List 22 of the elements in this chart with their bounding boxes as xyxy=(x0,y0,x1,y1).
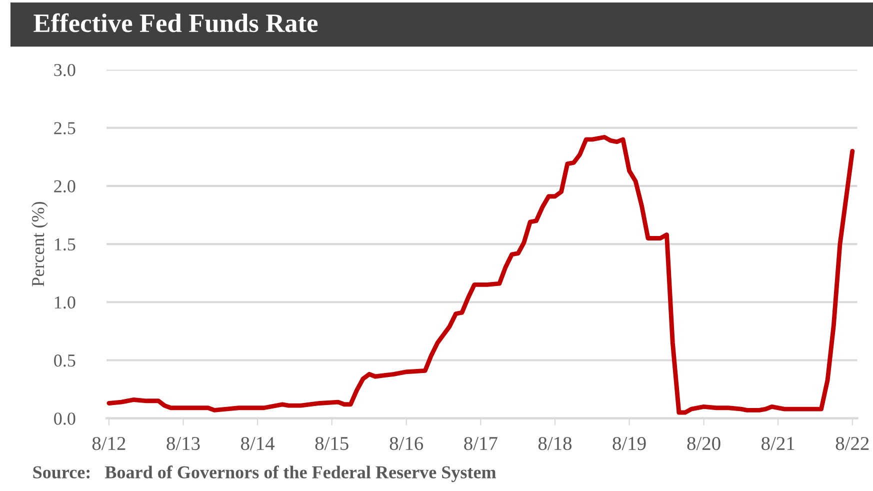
chart-title: Effective Fed Funds Rate xyxy=(34,13,318,32)
x-tick-label: 8/19 xyxy=(612,436,646,450)
x-tick-label: 8/20 xyxy=(687,436,720,450)
x-tick-label: 8/12 xyxy=(92,436,126,450)
y-tick-label: 1.5 xyxy=(54,238,76,251)
y-tick-label: 2.0 xyxy=(54,180,76,192)
x-tick-label: 8/21 xyxy=(762,436,794,450)
x-tick-label: 8/15 xyxy=(315,436,348,450)
y-tick-label: 1.0 xyxy=(54,296,76,309)
y-tick-label: 2.5 xyxy=(54,122,76,134)
y-axis-title: Percent (%) xyxy=(31,202,48,286)
y-tick-label: 0.5 xyxy=(54,354,76,367)
x-tick-label: 8/17 xyxy=(464,436,498,450)
line-series xyxy=(106,134,855,415)
y-tick-label: 3.0 xyxy=(54,64,76,76)
x-tick-label: 8/18 xyxy=(538,436,572,450)
x-tick-label: 8/14 xyxy=(241,436,275,450)
x-tick-label: 8/13 xyxy=(166,436,200,450)
x-tick-label: 8/16 xyxy=(390,436,424,450)
x-tick-label: 8/22 xyxy=(836,436,869,450)
y-tick-label: 0.0 xyxy=(54,412,76,425)
source-note: Source: Board of Governors of the Federal Reserve System xyxy=(33,466,496,482)
